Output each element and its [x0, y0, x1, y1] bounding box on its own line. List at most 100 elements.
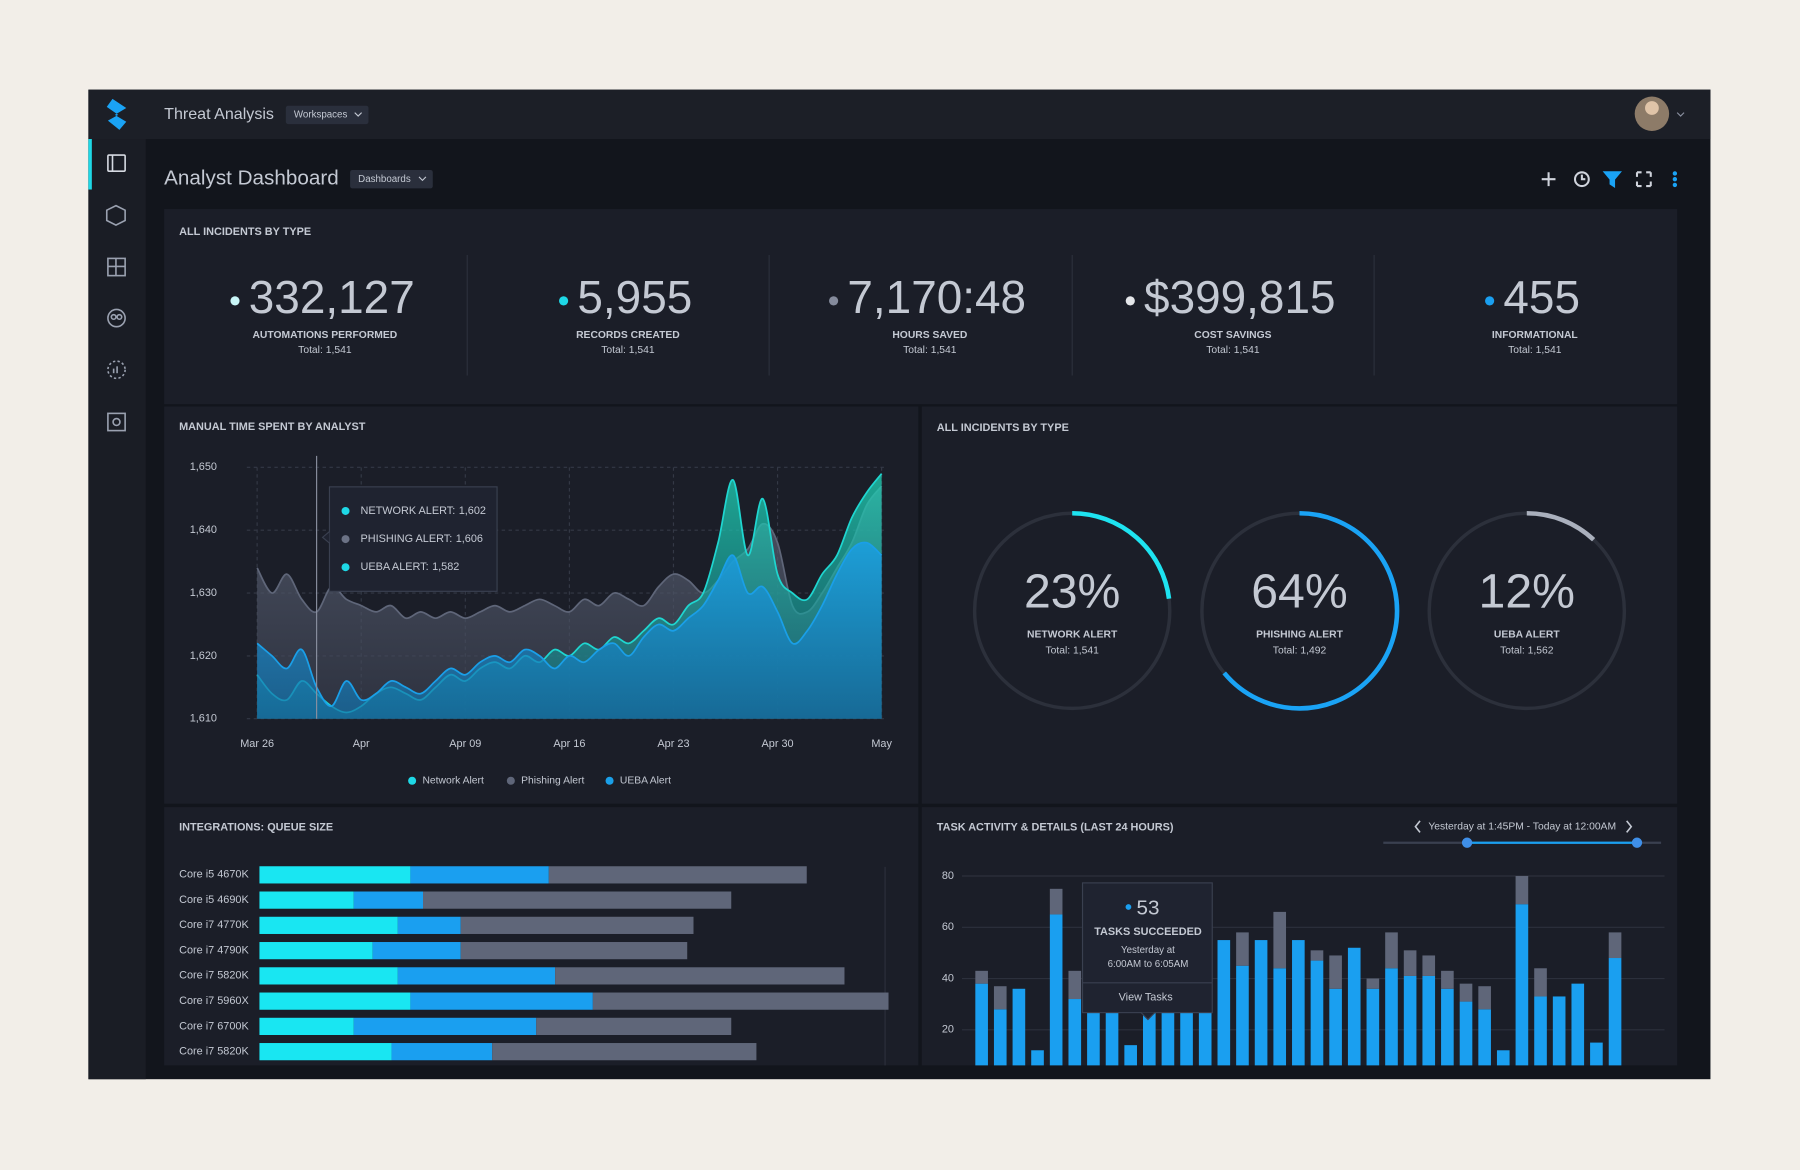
chevron[interactable] — [354, 112, 363, 117]
donut-arc — [972, 510, 1173, 711]
bar-segment — [1403, 950, 1417, 976]
bar-segment — [460, 916, 694, 934]
kpi-value: $399,815 — [1144, 271, 1335, 323]
range-next[interactable] — [1626, 820, 1633, 833]
y-tick-label: Core i7 6700K — [179, 1020, 249, 1032]
bar-segment — [548, 866, 807, 884]
bar-segment — [410, 992, 593, 1010]
chevron[interactable] — [418, 176, 427, 182]
area-line — [256, 485, 883, 620]
bar-segment — [259, 942, 373, 960]
bar-segment — [1515, 876, 1529, 905]
donut-arc — [1199, 510, 1400, 711]
kpi-value: 7,170:48 — [847, 271, 1026, 323]
bar-segment — [353, 1017, 537, 1035]
tooltip-link[interactable]: View Tasks — [1119, 992, 1174, 1004]
tooltip-value: 53 — [1136, 897, 1159, 920]
tooltip-line: 6:00AM to 6:05AM — [1108, 959, 1189, 970]
bar-segment — [1161, 1009, 1175, 1066]
x-tick-label: Apr 16 — [553, 738, 585, 750]
bar-segment — [1236, 932, 1249, 966]
y-tick-label: 20 — [942, 1024, 954, 1036]
bar-segment — [1049, 914, 1063, 1066]
kpi-total: Total: 1,541 — [298, 345, 352, 356]
bar-segment — [1329, 955, 1342, 989]
bar-segment — [1422, 955, 1436, 976]
bar-segment — [1329, 988, 1342, 1066]
donut-label: UEBA ALERT — [1494, 630, 1560, 641]
bar-segment — [1087, 1011, 1100, 1066]
bar-segment — [259, 992, 411, 1010]
dashboards-label[interactable]: Dashboards — [358, 174, 411, 185]
bar-segment — [1608, 958, 1622, 1066]
bar-segment — [397, 967, 556, 985]
bar-segment — [993, 1009, 1007, 1066]
bar-segment — [1310, 950, 1324, 961]
kpi-dot — [1485, 296, 1495, 306]
logo — [106, 98, 127, 130]
bar-segment — [1571, 983, 1585, 1066]
bar-segment — [1385, 968, 1398, 1066]
x-tick-label: Apr 30 — [762, 738, 794, 750]
kpi-total: Total: 1,541 — [903, 345, 957, 356]
bar-segment — [592, 992, 889, 1010]
sidebar-icons[interactable] — [105, 154, 126, 432]
bar-segment — [1105, 1011, 1119, 1066]
x-tick-label: May — [871, 738, 892, 750]
tooltip-dot — [1125, 904, 1132, 910]
bar-segment — [1403, 975, 1417, 1066]
chevron[interactable] — [1676, 112, 1685, 117]
bar-segment — [492, 1043, 757, 1061]
dashboard-title: Analyst Dashboard — [164, 167, 339, 190]
y-tick-label: 40 — [942, 972, 954, 984]
bar-segment — [1459, 983, 1473, 1002]
bar-segment — [460, 942, 688, 960]
panel-title: ALL INCIDENTS BY TYPE — [937, 422, 1069, 434]
workspaces-label[interactable]: Workspaces — [294, 109, 348, 120]
toolbar[interactable] — [1541, 171, 1678, 189]
bar-segment — [1254, 940, 1268, 1066]
tooltip-dot — [341, 563, 350, 572]
tooltip-name: PHISHING ALERT: — [360, 533, 452, 545]
kpi-dot — [1125, 296, 1135, 306]
kpi-total: Total: 1,541 — [1206, 345, 1260, 356]
bar-segment — [1441, 970, 1454, 989]
tooltip-name: UEBA ALERT: — [360, 561, 428, 573]
bar-segment — [1124, 1045, 1137, 1066]
bar-segment — [1459, 1001, 1473, 1066]
dashboards-dropdown[interactable] — [350, 170, 433, 189]
bar-segment — [372, 942, 461, 960]
bar-segment — [1441, 988, 1454, 1066]
legend-dot — [408, 776, 417, 785]
bar-segment — [1366, 978, 1380, 989]
slider-knob[interactable] — [1631, 837, 1643, 848]
tooltip-value: 1,582 — [432, 561, 459, 573]
donut-label: NETWORK ALERT — [1027, 630, 1118, 641]
bar-segment — [1534, 996, 1547, 1066]
tooltip-box — [1081, 882, 1213, 1014]
workspaces-dropdown[interactable] — [285, 105, 369, 125]
bar-segment — [1068, 999, 1082, 1066]
slider-knob[interactable] — [1461, 837, 1473, 848]
legend-label: UEBA Alert — [620, 775, 671, 786]
bar-segment — [1478, 986, 1491, 1010]
bar-segment — [391, 1043, 493, 1061]
kpi-label: RECORDS CREATED — [576, 330, 680, 341]
bar-segment — [1031, 1050, 1044, 1066]
legend-dot — [605, 776, 614, 785]
bar-segment — [410, 866, 549, 884]
tooltip-value: 1,606 — [456, 533, 483, 545]
y-tick-label: Core i7 4790K — [179, 945, 249, 957]
active-indicator — [88, 139, 92, 190]
sidebar — [88, 139, 146, 1080]
bar-segment — [1608, 932, 1622, 959]
kpi-value: 332,127 — [249, 271, 415, 323]
kpi-value: 455 — [1503, 271, 1580, 323]
bar-segment — [1496, 1050, 1510, 1066]
tooltip-name: NETWORK ALERT: — [360, 505, 455, 517]
bar-segment — [1068, 970, 1082, 1000]
panel-title: TASK ACTIVITY & DETAILS (LAST 24 HOURS) — [937, 822, 1174, 834]
donut-value: 64% — [1251, 564, 1347, 618]
range-prev[interactable] — [1414, 820, 1421, 833]
